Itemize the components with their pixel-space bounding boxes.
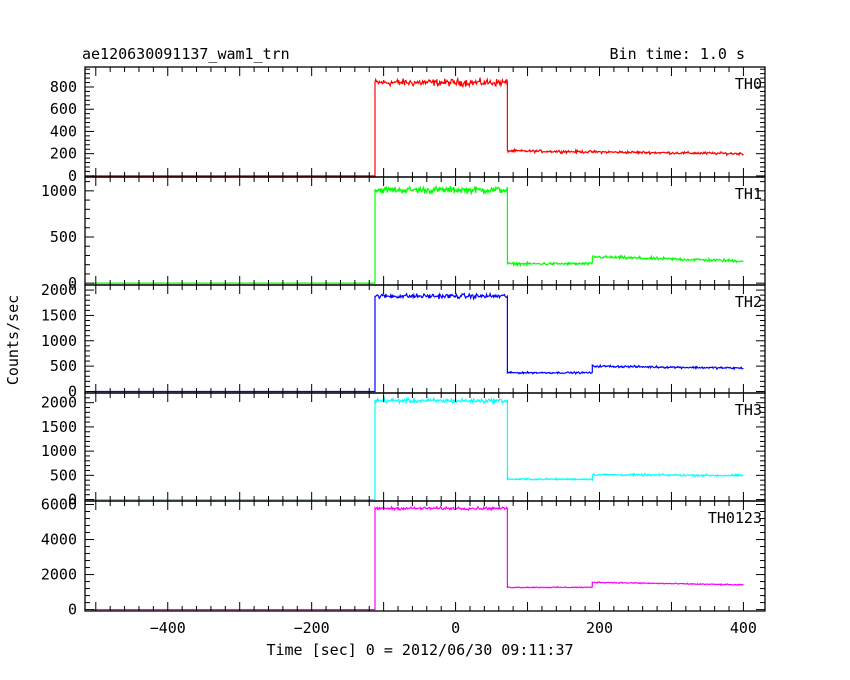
x-tick-label: −400: [150, 619, 186, 637]
x-tick-label: 400: [730, 619, 757, 637]
y-tick-label: 0: [68, 491, 77, 509]
y-tick-label: 600: [50, 100, 77, 118]
panel-label-th1: TH1: [735, 185, 762, 203]
y-tick-label: 500: [50, 357, 77, 375]
y-axis-label: Counts/sec: [4, 295, 22, 385]
y-tick-label: 400: [50, 122, 77, 140]
y-tick-label: 200: [50, 145, 77, 163]
y-tick-label: 1000: [41, 182, 77, 200]
y-tick-label: 2000: [41, 394, 77, 412]
x-tick-label: −200: [294, 619, 330, 637]
y-tick-label: 1500: [41, 418, 77, 436]
y-tick-label: 2000: [41, 281, 77, 299]
y-tick-label: 800: [50, 78, 77, 96]
y-tick-label: 2000: [41, 566, 77, 584]
panel-frame-th3: [84, 392, 766, 502]
panel-label-th0: TH0: [735, 75, 762, 93]
y-tick-label: 0: [68, 601, 77, 619]
y-tick-label: 4000: [41, 531, 77, 549]
panel-label-th3: TH3: [735, 401, 762, 419]
x-tick-label: 0: [451, 619, 460, 637]
series-line-th0: [92, 76, 744, 177]
x-tick-label: 200: [586, 619, 613, 637]
x-axis-label: Time [sec] 0 = 2012/06/30 09:11:37: [266, 641, 573, 659]
panel-frame-th0123: [84, 500, 766, 612]
panel-label-th0123: TH0123: [708, 509, 762, 527]
y-tick-label: 500: [50, 466, 77, 484]
y-tick-label: 1500: [41, 306, 77, 324]
y-tick-label: 500: [50, 228, 77, 246]
y-tick-label: 1000: [41, 442, 77, 460]
y-tick-label: 1000: [41, 332, 77, 350]
bin-time-label: Bin time: 1.0 s: [609, 45, 745, 63]
series-line-th3: [92, 396, 744, 501]
panel-frame-th2: [84, 284, 766, 394]
y-tick-label: 0: [68, 382, 77, 400]
series-line-th0123: [92, 504, 744, 611]
y-tick-label: 0: [68, 167, 77, 185]
panel-label-th2: TH2: [735, 293, 762, 311]
y-tick-label: 6000: [41, 496, 77, 514]
chart-title: ae120630091137_wam1_trn: [82, 45, 290, 63]
y-tick-label: 0: [68, 274, 77, 292]
series-line-th2: [92, 291, 744, 393]
series-line-th1: [92, 184, 744, 284]
